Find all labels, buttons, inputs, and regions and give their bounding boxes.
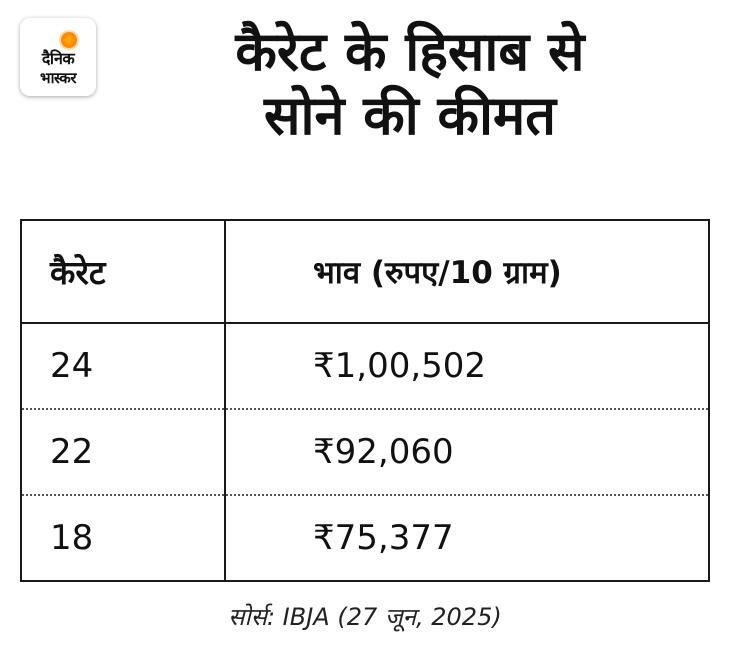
sun-icon bbox=[61, 32, 77, 48]
price-cell: ₹1,00,502 bbox=[313, 346, 487, 386]
dainik-bhaskar-logo: दैनिक भास्कर bbox=[20, 18, 96, 96]
table-row: 22 ₹92,060 bbox=[22, 410, 708, 496]
price-cell: ₹92,060 bbox=[313, 432, 454, 472]
header-carat: कैरेट bbox=[50, 253, 106, 292]
page-title: कैरेट के हिसाब से सोने की कीमत bbox=[110, 20, 710, 148]
table-header-row: कैरेट भाव (रुपए/10 ग्राम) bbox=[22, 221, 708, 324]
carat-cell: 24 bbox=[50, 346, 94, 386]
title-line1: कैरेट के हिसाब से bbox=[235, 20, 585, 83]
column-divider bbox=[224, 221, 226, 580]
source-caption: सोर्स: IBJA (27 जून, 2025) bbox=[228, 603, 502, 631]
logo-text-line2: भास्कर bbox=[40, 69, 76, 87]
price-cell: ₹75,377 bbox=[313, 518, 454, 558]
header-price: भाव (रुपए/10 ग्राम) bbox=[313, 254, 562, 291]
table-row: 24 ₹1,00,502 bbox=[22, 324, 708, 410]
gold-price-table: कैरेट भाव (रुपए/10 ग्राम) 24 ₹1,00,502 2… bbox=[20, 219, 710, 582]
table-row: 18 ₹75,377 bbox=[22, 496, 708, 580]
carat-cell: 22 bbox=[50, 432, 94, 472]
title-line2: सोने की कीमत bbox=[263, 84, 557, 147]
carat-cell: 18 bbox=[50, 518, 94, 558]
logo-text-line1: दैनिक bbox=[41, 49, 75, 68]
